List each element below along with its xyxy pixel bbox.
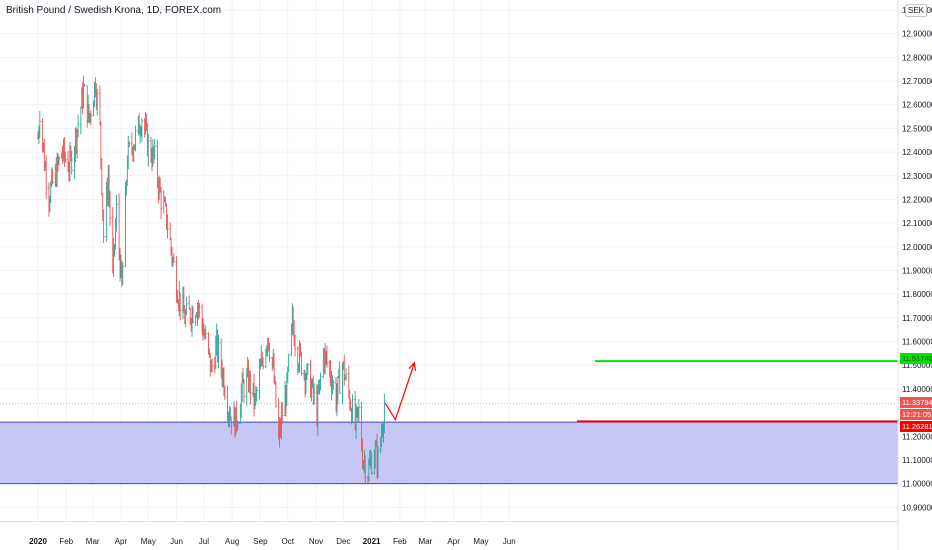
projection-arrow <box>384 362 416 422</box>
support-zone <box>0 422 898 484</box>
x-tick-label: 2020 <box>29 537 47 546</box>
y-tick-label: 11.50000 <box>902 361 932 370</box>
x-tick-label: May <box>473 537 488 546</box>
target-price-tag: 11.51740 <box>900 353 932 364</box>
y-tick-label: 11.70000 <box>902 314 932 323</box>
x-tick-label: Oct <box>282 537 295 546</box>
x-tick-label: Jun <box>170 537 183 546</box>
y-tick-label: 12.40000 <box>902 148 932 157</box>
y-tick-label: 12.30000 <box>902 172 932 181</box>
stop-price-tag: 11.26281 <box>900 421 932 432</box>
y-tick-label: 12.10000 <box>902 219 932 228</box>
x-tick-label: Apr <box>115 537 128 546</box>
candles-group <box>37 75 386 485</box>
x-tick-label: Feb <box>59 537 73 546</box>
y-tick-label: 12.20000 <box>902 195 932 204</box>
x-tick-label: Jul <box>199 537 209 546</box>
y-tick-label: 12.70000 <box>902 77 932 86</box>
y-tick-label: 11.60000 <box>902 338 932 347</box>
y-tick-label: 12.80000 <box>902 53 932 62</box>
y-tick-label: 11.90000 <box>902 267 932 276</box>
y-tick-label: 12.00000 <box>902 243 932 252</box>
y-tick-label: 11.20000 <box>902 432 932 441</box>
y-tick-label: 11.40000 <box>902 385 932 394</box>
last-price-tag: 11.33794 <box>900 397 932 408</box>
y-tick-label: 11.00000 <box>902 480 932 489</box>
y-tick-label: 11.10000 <box>902 456 932 465</box>
projection-arrowhead <box>408 361 417 371</box>
y-tick-label: 12.90000 <box>902 30 932 39</box>
x-tick-label: 2021 <box>363 537 381 546</box>
x-tick-label: Jun <box>503 537 516 546</box>
y-tick-label: 12.50000 <box>902 124 932 133</box>
y-tick-label: 10.90000 <box>902 503 932 512</box>
y-tick-label: 12.60000 <box>902 101 932 110</box>
x-tick-label: Dec <box>336 537 350 546</box>
x-tick-label: May <box>141 537 156 546</box>
x-tick-label: Mar <box>86 537 100 546</box>
x-tick-label: Mar <box>418 537 432 546</box>
currency-badge[interactable]: SEK <box>905 4 928 17</box>
countdown-tag: 12:21:05 <box>900 409 932 420</box>
x-tick-label: Feb <box>393 537 407 546</box>
x-tick-label: Sep <box>253 537 268 546</box>
x-tick-label: Nov <box>309 537 323 546</box>
x-tick-label: Apr <box>447 537 460 546</box>
symbol-title: British Pound / Swedish Krona, 1D, FOREX… <box>6 5 222 16</box>
x-tick-label: Aug <box>225 537 239 546</box>
y-tick-label: 11.80000 <box>902 290 932 299</box>
